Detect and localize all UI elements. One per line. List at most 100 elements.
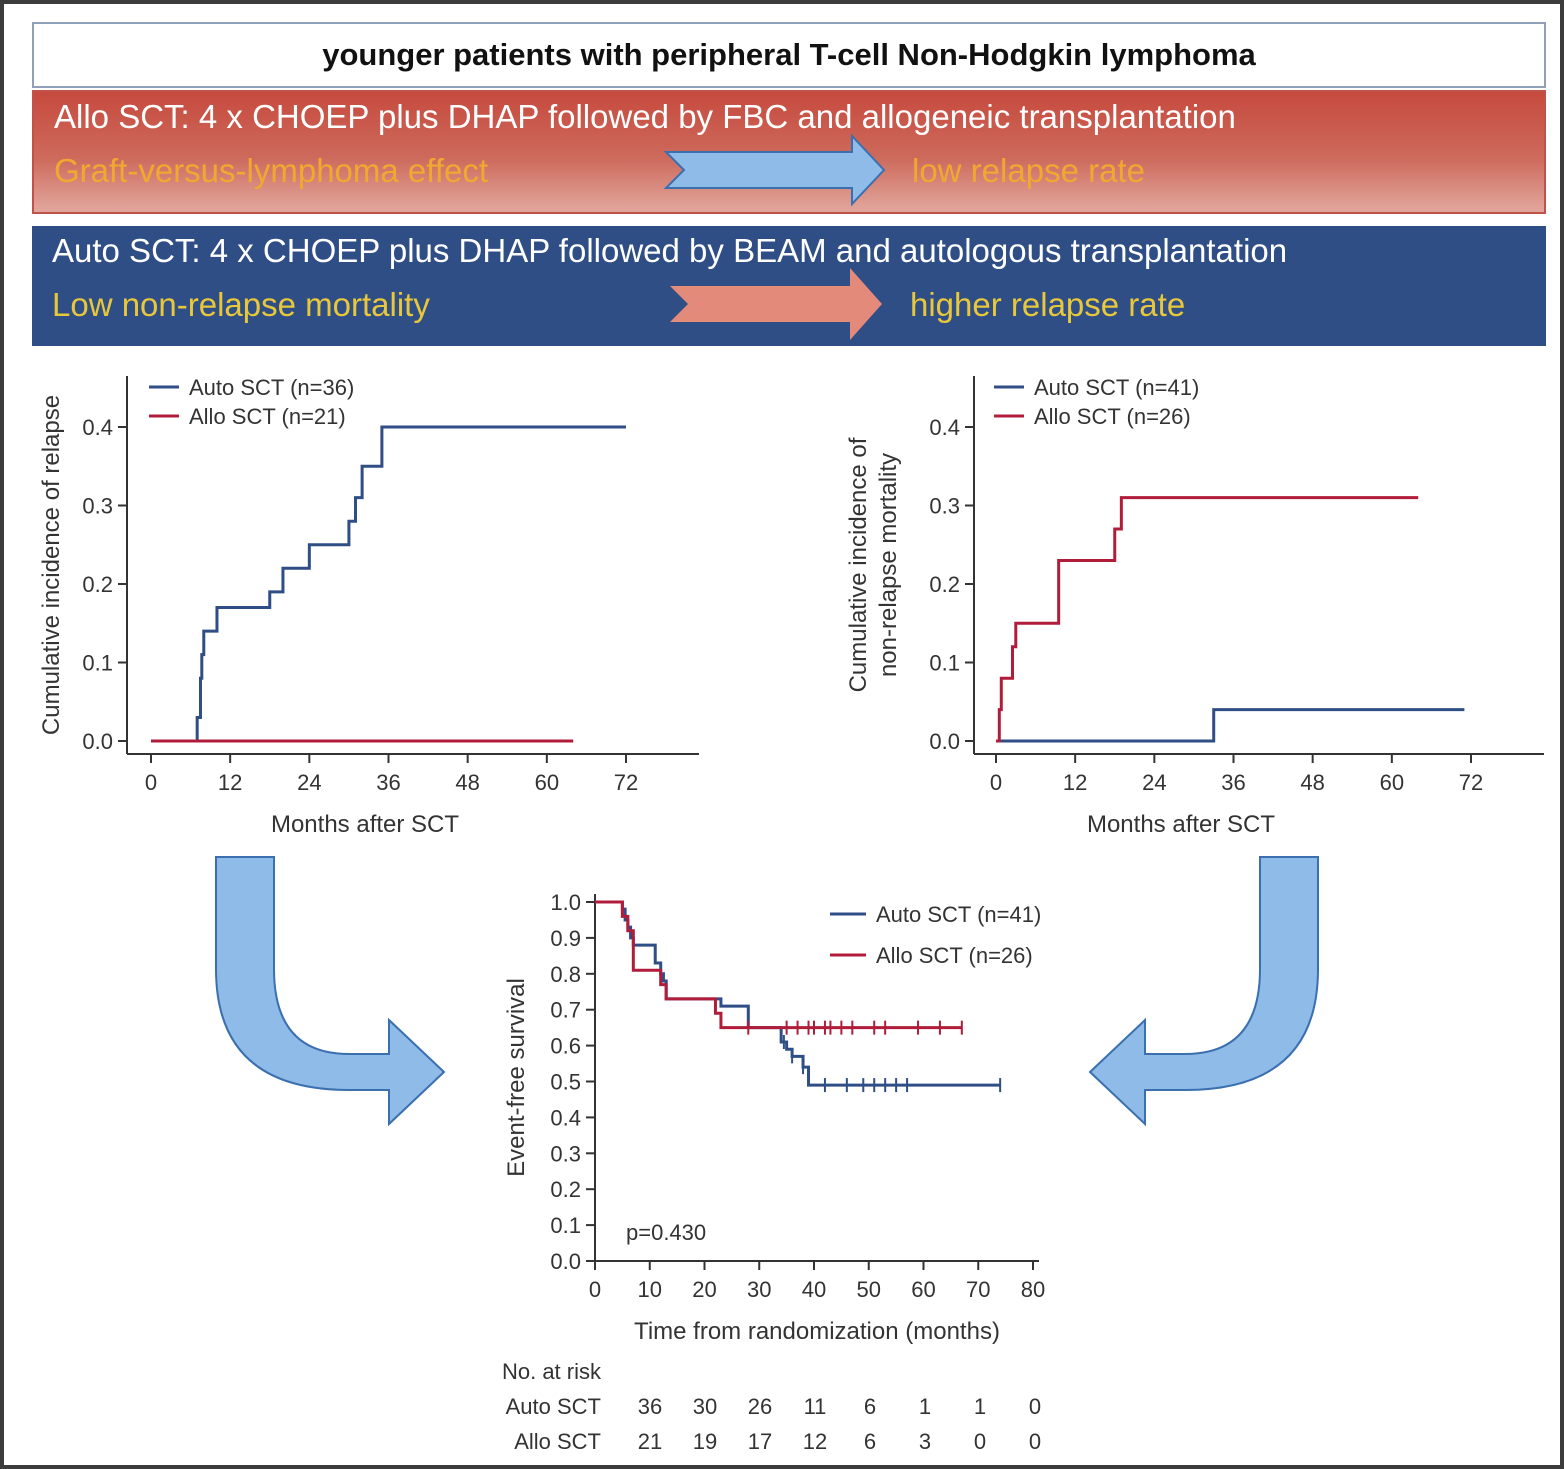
risk-table-cell: 0 xyxy=(974,1429,986,1454)
allo-band-outcome: low relapse rate xyxy=(912,152,1145,189)
nrm-y-axis-label-line: non-relapse mortality xyxy=(875,453,902,677)
relapse-x-axis-label: Months after SCT xyxy=(271,811,459,838)
efs-x-tick-label: 0 xyxy=(589,1277,601,1302)
nrm-series-line-allo xyxy=(996,496,1419,743)
nrm-x-tick-label: 0 xyxy=(990,770,1002,795)
relapse-y-axis-label: Cumulative incidence of relapse xyxy=(38,395,65,735)
nrm-x-tick-label: 48 xyxy=(1300,770,1324,795)
allo-band-heading: Allo SCT: 4 x CHOEP plus DHAP followed b… xyxy=(54,98,1236,135)
risk-table-cell: 11 xyxy=(804,1394,827,1419)
efs-y-axis-label: Event-free survival xyxy=(503,978,530,1177)
auto-band-outcome: higher relapse rate xyxy=(910,286,1186,323)
risk-table-cell: 6 xyxy=(864,1394,876,1419)
nrm-x-tick-label: 60 xyxy=(1380,770,1404,795)
relapse-series-line-auto xyxy=(151,425,626,743)
nrm-x-axis-label: Months after SCT xyxy=(1087,811,1275,838)
nrm-y-tick-label: 0.2 xyxy=(929,572,960,597)
efs-x-tick-label: 60 xyxy=(911,1277,935,1302)
auto-band-heading: Auto SCT: 4 x CHOEP plus DHAP followed b… xyxy=(52,232,1288,269)
nrm-legend-label: Allo SCT (n=26) xyxy=(1034,404,1191,429)
efs-legend-label: Allo SCT (n=26) xyxy=(876,943,1033,968)
efs-y-tick-label: 0.7 xyxy=(550,998,581,1023)
nrm-y-axis-label-line: Cumulative incidence of xyxy=(845,437,872,692)
nrm-legend-label: Auto SCT (n=41) xyxy=(1034,375,1199,400)
risk-table-cell: 12 xyxy=(803,1429,827,1454)
nrm-y-tick-label: 0.0 xyxy=(929,729,960,754)
efs-x-tick-label: 80 xyxy=(1021,1277,1045,1302)
efs-p-value: p=0.430 xyxy=(626,1220,706,1245)
efs-legend-label: Auto SCT (n=41) xyxy=(876,902,1041,927)
efs-x-tick-label: 70 xyxy=(966,1277,990,1302)
efs-y-tick-label: 0.9 xyxy=(550,926,581,951)
risk-table-cell: 0 xyxy=(1029,1429,1041,1454)
nrm-y-tick-label: 0.3 xyxy=(929,494,960,519)
auto-band-arrow-icon xyxy=(670,268,882,340)
risk-table-row-label: Allo SCT xyxy=(514,1429,601,1454)
risk-table-cell: 0 xyxy=(1029,1394,1041,1419)
risk-table-row-label: Auto SCT xyxy=(506,1394,601,1419)
relapse-x-tick-label: 0 xyxy=(145,770,157,795)
efs-y-tick-label: 0.0 xyxy=(550,1249,581,1274)
relapse-x-tick-label: 48 xyxy=(455,770,479,795)
efs-y-tick-label: 0.5 xyxy=(550,1070,581,1095)
relapse-x-tick-label: 12 xyxy=(218,770,242,795)
risk-table-cell: 36 xyxy=(638,1394,662,1419)
nrm-x-tick-label: 36 xyxy=(1221,770,1245,795)
relapse-x-tick-label: 72 xyxy=(614,770,638,795)
relapse-y-tick-label: 0.3 xyxy=(82,494,113,519)
figure-title: younger patients with peripheral T-cell … xyxy=(32,22,1546,88)
efs-x-tick-label: 20 xyxy=(692,1277,716,1302)
risk-table-cell: 26 xyxy=(748,1394,772,1419)
relapse-y-tick-label: 0.1 xyxy=(82,651,113,676)
nrm-x-tick-label: 72 xyxy=(1459,770,1483,795)
nrm-y-axis-label: Cumulative incidence of non-relapse morta… xyxy=(845,437,902,692)
relapse-x-tick-label: 60 xyxy=(535,770,559,795)
risk-table-cell: 6 xyxy=(864,1429,876,1454)
relapse-y-tick-label: 0.0 xyxy=(82,729,113,754)
allo-band-arrow-icon xyxy=(663,133,886,207)
efs-x-tick-label: 30 xyxy=(747,1277,771,1302)
risk-table-cell: 3 xyxy=(919,1429,931,1454)
risk-table-cell: 1 xyxy=(919,1394,931,1419)
efs-y-tick-label: 1.0 xyxy=(550,890,581,915)
relapse-legend-label: Auto SCT (n=36) xyxy=(189,375,354,400)
relapse-x-tick-label: 24 xyxy=(297,770,321,795)
nrm-y-tick-label: 0.4 xyxy=(929,415,960,440)
nrm-x-tick-label: 24 xyxy=(1142,770,1166,795)
efs-x-tick-label: 40 xyxy=(802,1277,826,1302)
nrm-chart: 0.0 0.1 0.2 0.3 0.4 0 12 24 36 48 60 72 Months after… xyxy=(845,375,1544,838)
efs-series-line-auto xyxy=(595,900,1001,1087)
efs-y-tick-label: 0.1 xyxy=(550,1213,581,1238)
efs-x-tick-label: 50 xyxy=(857,1277,881,1302)
relapse-chart: 0.0 0.1 0.2 0.3 0.4 0 12 24 36 48 60 72 Months after… xyxy=(38,375,699,838)
efs-y-tick-label: 0.6 xyxy=(550,1034,581,1059)
nrm-series-line-auto xyxy=(996,708,1465,743)
auto-band-effect: Low non-relapse mortality xyxy=(52,286,430,323)
risk-table-title: No. at risk xyxy=(502,1359,602,1384)
right-curved-arrow-icon xyxy=(1088,856,1319,1127)
auto-band: Auto SCT: 4 x CHOEP plus DHAP followed b… xyxy=(32,226,1546,346)
efs-y-tick-label: 0.2 xyxy=(550,1177,581,1202)
risk-table-cell: 1 xyxy=(974,1394,986,1419)
efs-y-tick-label: 0.8 xyxy=(550,962,581,987)
efs-x-tick-label: 10 xyxy=(638,1277,662,1302)
risk-table-cell: 21 xyxy=(638,1429,662,1454)
nrm-y-tick-label: 0.1 xyxy=(929,651,960,676)
risk-table-cell: 19 xyxy=(693,1429,717,1454)
nrm-x-tick-label: 12 xyxy=(1063,770,1087,795)
relapse-x-tick-label: 36 xyxy=(376,770,400,795)
relapse-y-tick-label: 0.4 xyxy=(82,415,113,440)
efs-y-tick-label: 0.3 xyxy=(550,1141,581,1166)
efs-chart: 0.00.10.20.30.40.50.60.70.80.91.00 10 20 30… xyxy=(502,890,1045,1454)
efs-y-tick-label: 0.4 xyxy=(550,1105,581,1130)
efs-series-line-allo xyxy=(595,900,962,1030)
left-curved-arrow-icon xyxy=(215,856,446,1127)
figure-graphics xyxy=(215,133,1319,1127)
relapse-legend-label: Allo SCT (n=21) xyxy=(189,404,346,429)
relapse-y-tick-label: 0.2 xyxy=(82,572,113,597)
risk-table-cell: 17 xyxy=(748,1429,772,1454)
allo-band-effect: Graft-versus-lymphoma effect xyxy=(54,152,489,189)
risk-table-cell: 30 xyxy=(693,1394,717,1419)
efs-x-axis-label: Time from randomization (months) xyxy=(634,1318,1000,1345)
